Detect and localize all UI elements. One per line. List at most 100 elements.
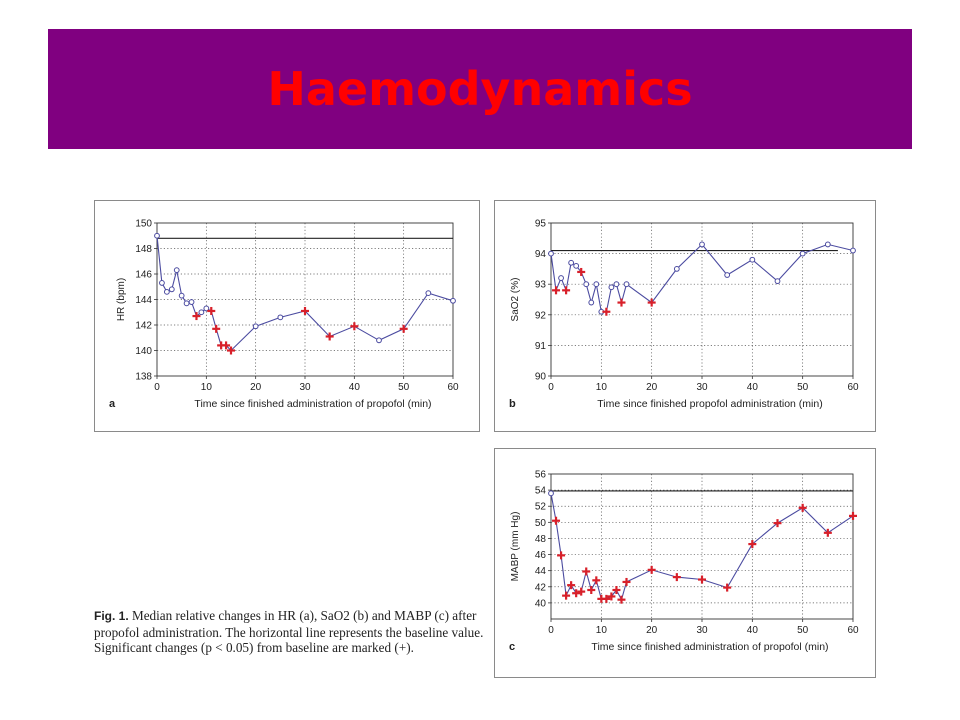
significant-point (552, 286, 561, 295)
x-tick-label-5: 50 (797, 382, 809, 393)
significant-point (325, 332, 334, 341)
data-point (173, 267, 180, 274)
data-point (613, 281, 620, 288)
data-point (548, 490, 554, 497)
data-point (573, 262, 580, 269)
significant-point (823, 528, 832, 537)
y-tick-label-3: 144 (135, 295, 152, 306)
significant-point (577, 587, 586, 596)
data-point (168, 286, 175, 293)
data-point (593, 281, 600, 288)
x-tick-label-3: 30 (299, 382, 311, 393)
significant-point (617, 595, 626, 604)
x-tick-label-0: 0 (154, 382, 160, 393)
x-tick-label-2: 20 (646, 625, 658, 636)
significant-point (552, 516, 561, 525)
y-tick-label-4: 48 (535, 534, 547, 545)
x-tick-label-3: 30 (696, 382, 708, 393)
significant-point (577, 267, 586, 276)
figure-caption: Fig. 1. Median relative changes in HR (a… (94, 608, 486, 656)
y-tick-label-7: 54 (535, 486, 547, 497)
significant-point (849, 511, 857, 520)
significant-point (612, 586, 621, 594)
data-point (163, 288, 170, 295)
y-tick-label-2: 92 (535, 310, 547, 321)
significant-point (798, 503, 807, 512)
data-point (558, 275, 564, 281)
y-axis-label: MABP (mm Hg) (510, 512, 521, 582)
x-tick-label-6: 60 (447, 382, 459, 393)
y-tick-label-5: 95 (535, 219, 547, 230)
x-axis-label: Time since finished propofol administrat… (597, 398, 822, 410)
data-point (699, 241, 705, 248)
slide-title: Haemodynamics (267, 62, 693, 116)
x-tick-label-0: 0 (548, 382, 554, 393)
significant-point (647, 565, 656, 574)
data-point (724, 272, 731, 278)
x-tick-label-2: 20 (646, 382, 658, 393)
significant-point (562, 591, 571, 600)
title-banner: Haemodynamics (48, 29, 912, 149)
significant-point (723, 583, 732, 592)
data-point (850, 247, 856, 254)
y-tick-label-3: 46 (535, 550, 547, 561)
x-tick-label-6: 60 (847, 382, 859, 393)
x-tick-label-1: 10 (596, 625, 608, 636)
data-point (203, 305, 210, 312)
hr-chart: 0 10 20 30 40 50 60 138 140 142 144 146 148 150 Time s… (109, 219, 459, 411)
data-point (824, 241, 831, 248)
y-tick-label-2: 44 (535, 566, 547, 577)
data-point (425, 290, 432, 297)
data-point (583, 281, 590, 288)
data-point (774, 278, 781, 285)
data-point (548, 250, 554, 257)
significant-point (212, 324, 221, 333)
significant-point (587, 586, 596, 594)
x-tick-label-5: 50 (797, 625, 809, 636)
y-tick-label-3: 93 (535, 280, 547, 291)
y-tick-label-1: 91 (535, 341, 547, 352)
x-tick-label-4: 40 (349, 382, 361, 393)
x-tick-label-3: 30 (696, 625, 708, 636)
significant-point (572, 589, 581, 598)
mabp-chart-panel: 0 10 20 30 40 50 60 40 42 44 46 48 50 52 54 56 Time sinc… (494, 448, 876, 678)
y-tick-label-0: 40 (535, 598, 547, 609)
mabp-chart: 0 10 20 30 40 50 60 40 42 44 46 48 50 52 54 56 Time sinc… (509, 470, 859, 654)
y-tick-label-5: 50 (535, 518, 547, 529)
data-point (154, 232, 160, 239)
y-tick-label-6: 52 (535, 502, 547, 513)
sao2-chart-panel: 0 10 20 30 40 50 60 90 91 92 93 94 95 Time since fini… (494, 200, 876, 432)
significant-point (301, 306, 309, 315)
significant-point (350, 322, 359, 331)
x-tick-label-4: 40 (747, 625, 759, 636)
data-point (183, 300, 190, 307)
significant-point (602, 594, 611, 603)
significant-point (602, 307, 611, 316)
y-tick-label-6: 150 (135, 219, 152, 230)
data-point (178, 292, 185, 299)
data-point (799, 250, 806, 257)
data-point (568, 259, 575, 266)
panel-label: b (509, 398, 516, 410)
significant-point (582, 567, 591, 576)
y-tick-label-0: 90 (535, 372, 547, 383)
significant-point (227, 346, 235, 355)
data-point (159, 280, 165, 286)
series-line (156, 235, 454, 352)
significant-point (622, 577, 631, 586)
data-point (376, 337, 382, 344)
panel-label: c (509, 641, 515, 653)
significant-point (399, 324, 408, 333)
data-point (588, 299, 595, 306)
significant-point (562, 286, 571, 295)
data-point (252, 323, 259, 330)
y-tick-label-4: 146 (135, 270, 152, 281)
data-point (608, 284, 615, 291)
x-tick-label-1: 10 (201, 382, 213, 393)
data-point (673, 266, 680, 272)
significant-point (207, 306, 216, 315)
x-tick-label-1: 10 (596, 382, 608, 393)
y-tick-label-0: 138 (135, 372, 152, 383)
hr-chart-panel: 0 10 20 30 40 50 60 138 140 142 144 146 148 150 Time s… (94, 200, 480, 432)
y-tick-label-1: 42 (535, 582, 547, 593)
